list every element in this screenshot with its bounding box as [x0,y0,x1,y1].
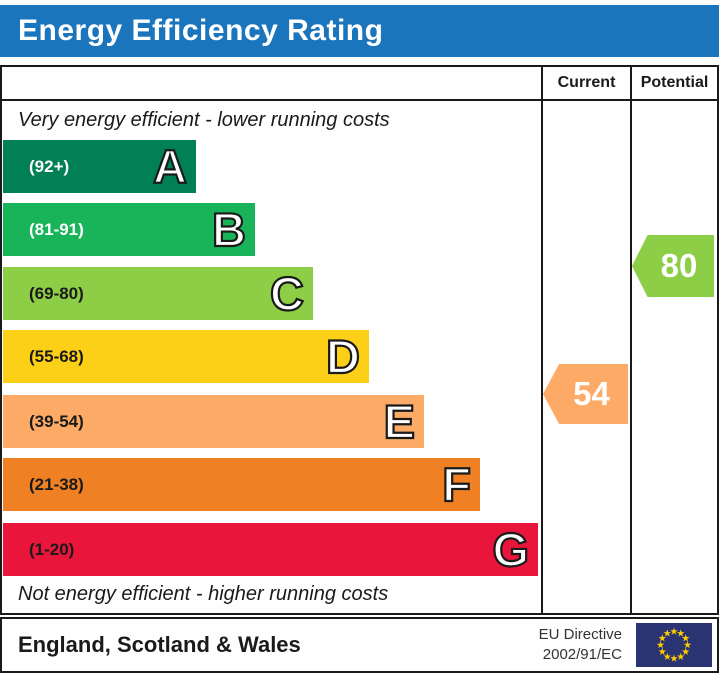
band-g-letter: G [491,522,530,577]
potential-column-divider [630,67,632,613]
band-f-letter: F [441,457,472,512]
top-efficiency-note: Very energy efficient - lower running co… [18,109,390,131]
band-a-letter: A [152,139,188,194]
potential-rating-value: 80 [660,247,698,284]
band-g: (1-20) G [3,522,538,577]
band-d-letter: D [325,329,361,384]
band-c-range-label: (69-80) [29,283,84,303]
current-rating-arrow: 54 [543,364,628,424]
band-f: (21-38) F [3,457,480,512]
current-rating-value: 54 [573,375,610,412]
band-e: (39-54) E [3,394,424,449]
current-column-header: Current [557,74,616,91]
eu-flag-icon [636,623,712,667]
potential-column-header: Potential [640,74,709,91]
eu-directive-line2: 2002/91/EC [542,646,622,663]
band-b-range-label: (81-91) [29,219,84,239]
band-b-letter: B [211,202,247,257]
band-d: (55-68) D [3,329,369,384]
eu-directive-line1: EU Directive [538,625,622,643]
band-c-letter: C [269,266,305,321]
current-column-divider [541,67,543,613]
header-row-divider [2,99,717,101]
band-a: (92+) A [3,139,196,194]
band-e-letter: E [383,394,417,449]
band-g-range-label: (1-20) [29,539,75,559]
rating-table: Current Potential Very energy efficient … [0,65,719,615]
footer: England, Scotland & Wales EU Directive 2… [0,617,719,673]
bottom-efficiency-note: Not energy efficient - higher running co… [18,583,389,605]
band-b: (81-91) B [3,202,255,257]
page-title: Energy Efficiency Rating [18,14,384,47]
title-bar: Energy Efficiency Rating [0,5,719,57]
eu-directive-label: EU Directive 2002/91/EC [539,619,622,671]
band-a-range-label: (92+) [29,156,70,176]
band-f-range-label: (21-38) [29,474,84,494]
band-c: (69-80) C [3,266,313,321]
region-label: England, Scotland & Wales [18,632,301,657]
potential-rating-arrow: 80 [632,235,714,297]
band-e-range-label: (39-54) [29,411,84,431]
band-d-range-label: (55-68) [29,346,84,366]
